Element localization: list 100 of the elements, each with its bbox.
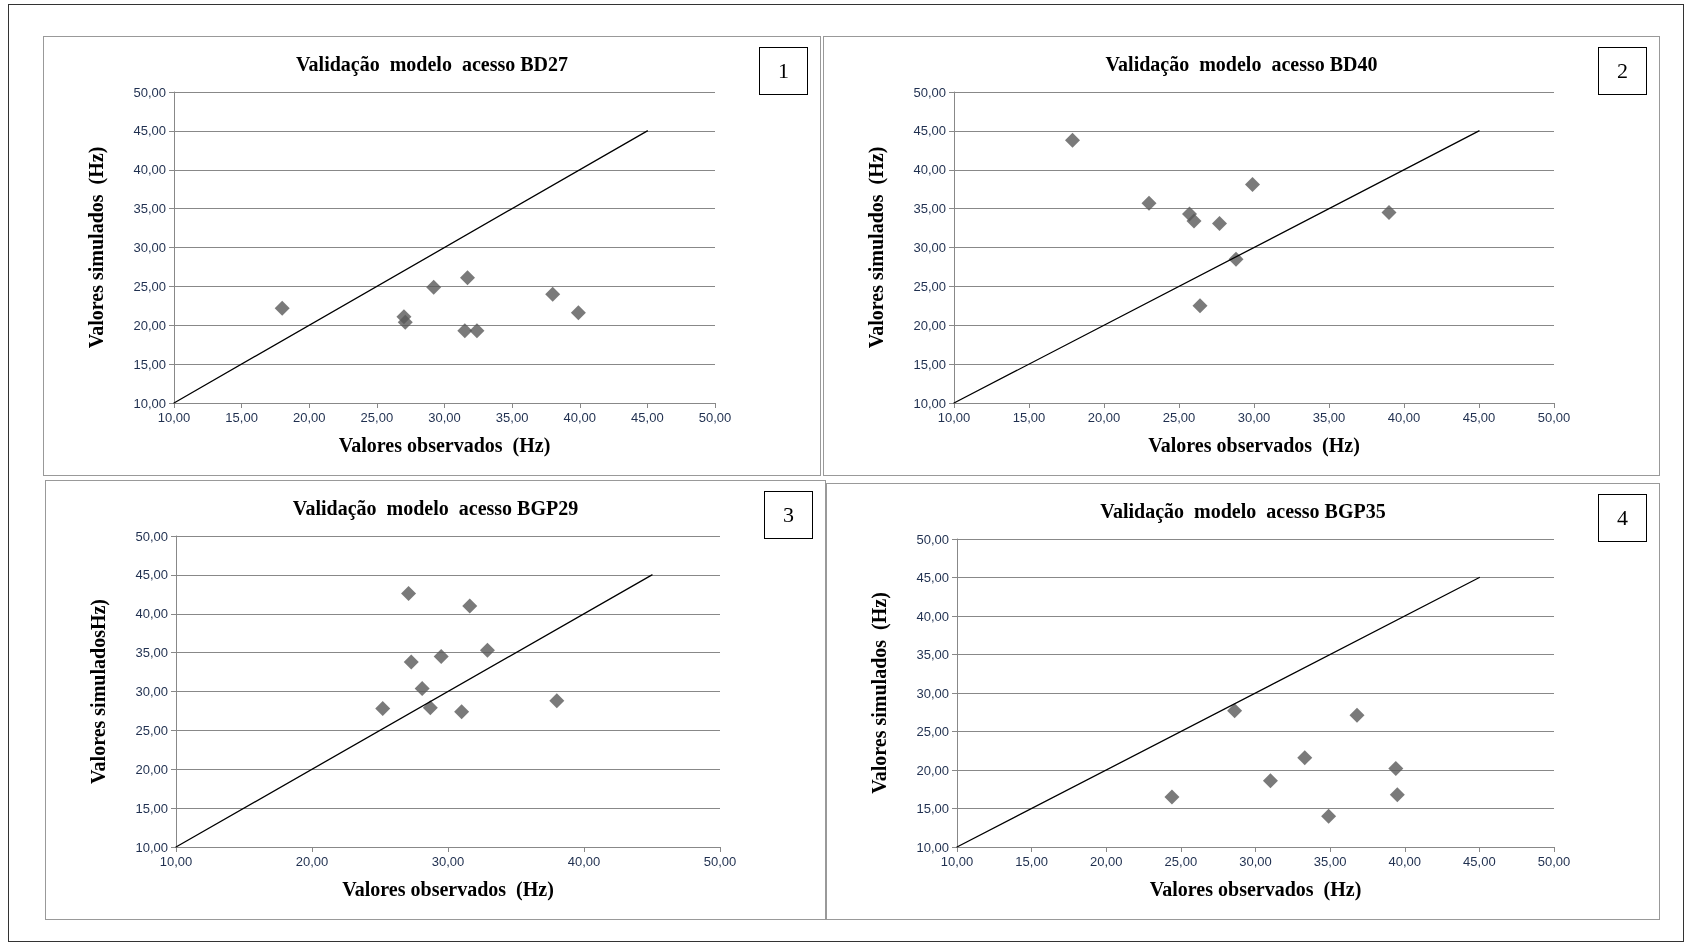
x-axis-title: Valores observados (Hz) [342, 878, 554, 901]
y-tick-label: 40,00 [135, 606, 168, 622]
point [1349, 707, 1365, 723]
y-tick-label: 35,00 [135, 645, 168, 661]
chart-title: Validação modelo acesso BD40 [1105, 53, 1378, 76]
x-tick-label: 15,00 [1015, 854, 1048, 869]
point [414, 680, 430, 696]
x-tick-label: 30,00 [431, 854, 465, 869]
y-tick-label: 40,00 [913, 162, 946, 178]
x-tick-label: 25,00 [360, 410, 394, 425]
x-tick-label: 15,00 [225, 410, 258, 425]
y-tick-label: 50,00 [133, 84, 166, 100]
y-tick-label: 10,00 [913, 395, 946, 411]
y-tick-label: 10,00 [133, 395, 166, 411]
point [403, 654, 419, 670]
text: 3 [764, 491, 813, 539]
x-tick-label: 35,00 [1312, 410, 1346, 425]
x-tick-label: 35,00 [1313, 854, 1347, 869]
y-axis-title: Valores simulados (Hz) [868, 592, 891, 794]
y-tick-label: 30,00 [133, 240, 166, 255]
point [375, 701, 391, 717]
y-tick-label: 15,00 [133, 356, 166, 372]
y-tick-label: 25,00 [133, 278, 166, 294]
point [1321, 808, 1337, 824]
y-tick-label: 35,00 [133, 201, 166, 217]
x-tick-label: 50,00 [703, 854, 737, 869]
x-tick-label: 15,00 [1012, 410, 1046, 425]
x-axis-title: Valores observados (Hz) [1149, 878, 1362, 901]
point [1212, 215, 1227, 231]
point [545, 286, 561, 302]
text: 1 [759, 47, 808, 95]
y-tick-label: 50,00 [913, 84, 946, 100]
y-tick-label: 20,00 [133, 317, 166, 333]
point [1192, 298, 1208, 314]
y-axis-title: Valores simulados (Hz) [865, 146, 888, 349]
x-axis-title: Valores observados (Hz) [1148, 434, 1360, 457]
x-tick-label: 10,00 [159, 854, 193, 869]
point [1186, 213, 1202, 229]
y-tick-label: 40,00 [133, 162, 166, 178]
y-tick-label: 10,00 [135, 839, 168, 855]
y-tick-label: 35,00 [916, 647, 949, 662]
x-tick-label: 40,00 [563, 410, 597, 425]
x-tick-label: 40,00 [1387, 410, 1421, 425]
x-tick-label: 50,00 [1537, 410, 1571, 425]
point [462, 598, 478, 614]
y-tick-label: 45,00 [135, 567, 168, 583]
y-tick-label: 50,00 [916, 531, 949, 547]
point [1297, 750, 1313, 766]
point [1381, 205, 1397, 221]
y-axis-title: Valores simulados (Hz) [85, 146, 108, 349]
point [459, 270, 475, 286]
y-tick-label: 50,00 [135, 528, 168, 544]
x-tick-label: 10,00 [937, 410, 971, 425]
x-tick-label: 25,00 [1164, 854, 1198, 869]
y-tick-label: 15,00 [916, 801, 949, 816]
y-tick-label: 20,00 [135, 761, 168, 777]
text: 4 [1598, 494, 1647, 542]
y-tick-label: 25,00 [135, 722, 168, 738]
point [1389, 787, 1405, 803]
point [479, 642, 495, 658]
x-tick-label: 30,00 [1237, 410, 1271, 425]
y-axis-title: Valores simuladosHz) [87, 598, 110, 785]
y-tick-label: 30,00 [916, 685, 949, 701]
point [454, 704, 470, 720]
point [549, 693, 565, 709]
x-tick-label: 45,00 [1463, 854, 1496, 869]
point [1141, 195, 1157, 211]
point [1262, 773, 1278, 789]
x-tick-label: 45,00 [631, 410, 664, 425]
x-tick-label: 40,00 [567, 854, 601, 869]
point [1164, 789, 1180, 805]
chart-title: Validação modelo acesso BGP29 [292, 497, 579, 520]
y-tick-label: 25,00 [916, 724, 949, 739]
x-tick-label: 10,00 [940, 854, 974, 869]
y-tick-label: 40,00 [916, 608, 949, 624]
chart-title: Validação modelo acesso BD27 [295, 53, 569, 76]
x-tick-label: 30,00 [1239, 854, 1272, 869]
point [1065, 132, 1080, 148]
x-tick-label: 20,00 [292, 410, 326, 425]
y-tick-label: 20,00 [916, 762, 949, 778]
y-tick-label: 30,00 [135, 684, 168, 699]
y-tick-label: 15,00 [913, 356, 946, 372]
point [433, 649, 449, 665]
x-tick-label: 40,00 [1388, 854, 1422, 869]
y-tick-label: 25,00 [913, 278, 946, 294]
x-tick-label: 25,00 [1162, 410, 1196, 425]
x-tick-label: 50,00 [1537, 854, 1571, 869]
y-tick-label: 20,00 [913, 317, 946, 333]
point [469, 323, 485, 339]
x-tick-label: 30,00 [428, 410, 461, 425]
x-tick-label: 50,00 [698, 410, 732, 425]
y-tick-label: 45,00 [913, 123, 946, 139]
y-tick-label: 30,00 [913, 240, 946, 255]
x-tick-label: 20,00 [1087, 410, 1121, 425]
point [397, 314, 413, 330]
x-tick-label: 20,00 [1089, 854, 1123, 869]
chart-title: Validação modelo acesso BGP35 [1100, 500, 1386, 523]
point [1245, 177, 1260, 193]
x-tick-label: 10,00 [157, 410, 191, 425]
point [1388, 760, 1404, 776]
